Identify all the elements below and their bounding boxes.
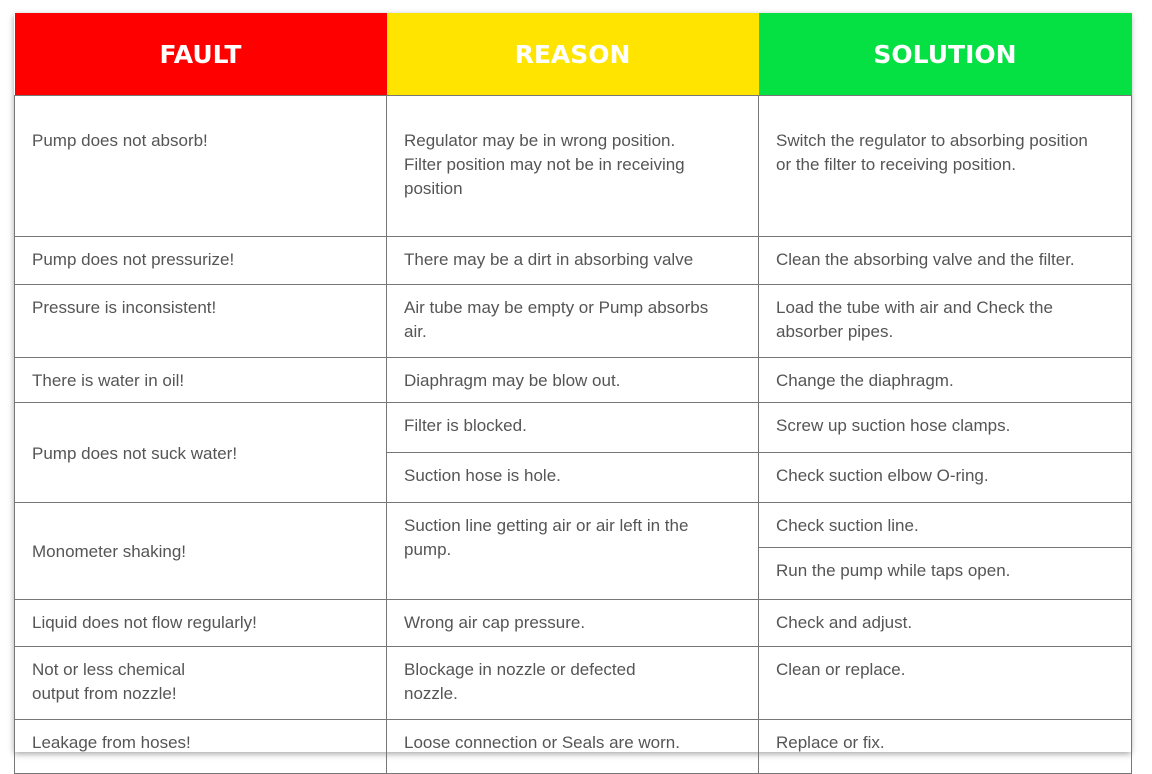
- fault-cell: Pump does not absorb!: [14, 95, 387, 237]
- solution-cell: Clean the absorbing valve and the filter…: [758, 236, 1132, 285]
- reason-cell: Wrong air cap pressure.: [386, 599, 759, 647]
- reason-cell: Blockage in nozzle or defected nozzle.: [386, 646, 759, 720]
- table-row: Pressure is inconsistent! Air tube may b…: [14, 284, 1132, 358]
- solution-cell: Check and adjust.: [758, 599, 1132, 647]
- table-row: Pump does not pressurize! There may be a…: [14, 236, 1132, 285]
- reason-cell: Regulator may be in wrong position. Filt…: [386, 95, 759, 237]
- fault-cell: Monometer shaking!: [14, 502, 387, 600]
- fault-cell: Not or less chemical output from nozzle!: [14, 646, 387, 720]
- table-row: Pump does not absorb! Regulator may be i…: [14, 95, 1132, 237]
- reason-cell: Air tube may be empty or Pump absorbs ai…: [386, 284, 759, 358]
- table-row: Not or less chemical output from nozzle!…: [14, 646, 1132, 720]
- table-row: Suction hose is hole. Check suction elbo…: [15, 452, 1132, 503]
- solution-cell: Check suction line.: [758, 502, 1132, 548]
- solution-cell: Load the tube with air and Check the abs…: [758, 284, 1132, 358]
- reason-cell: Suction line getting air or air left in …: [386, 502, 759, 600]
- reason-cell: There may be a dirt in absorbing valve: [386, 236, 759, 285]
- header-solution: SOLUTION: [758, 13, 1132, 96]
- table-row: There is water in oil! Diaphragm may be …: [14, 357, 1132, 403]
- header-row: FAULT REASON SOLUTION: [14, 13, 1132, 96]
- solution-cell: Check suction elbow O-ring.: [758, 452, 1132, 503]
- fault-cell: Pump does not suck water!: [14, 402, 387, 503]
- solution-cell: Replace or fix.: [758, 719, 1132, 774]
- table-row: Leakage from hoses! Loose connection or …: [14, 719, 1132, 774]
- troubleshooting-table-container: FAULT REASON SOLUTION Pump does not abso…: [14, 13, 1132, 774]
- table-row: Monometer shaking! Suction line getting …: [14, 502, 1132, 600]
- reason-cell: Filter is blocked.: [386, 402, 759, 453]
- fault-cell: There is water in oil!: [14, 357, 387, 403]
- reason-cell: Suction hose is hole.: [386, 452, 759, 503]
- troubleshooting-table: FAULT REASON SOLUTION Pump does not abso…: [14, 13, 1132, 774]
- fault-cell: Pressure is inconsistent!: [14, 284, 387, 358]
- fault-cell: Pump does not pressurize!: [14, 236, 387, 285]
- header-fault: FAULT: [14, 13, 387, 96]
- fault-cell: Leakage from hoses!: [14, 719, 387, 774]
- solution-cell: Clean or replace.: [758, 646, 1132, 720]
- header-reason: REASON: [386, 13, 759, 96]
- table-row: Pump does not suck water! Filter is bloc…: [14, 402, 1132, 503]
- solution-cell: Screw up suction hose clamps.: [758, 402, 1132, 453]
- fault-cell: Liquid does not flow regularly!: [14, 599, 387, 647]
- reason-cell: Diaphragm may be blow out.: [386, 357, 759, 403]
- solution-cell: Change the diaphragm.: [758, 357, 1132, 403]
- solution-cell: Switch the regulator to absorbing positi…: [758, 95, 1132, 237]
- solution-cell: Run the pump while taps open.: [758, 547, 1132, 600]
- table-row: Liquid does not flow regularly! Wrong ai…: [14, 599, 1132, 647]
- reason-cell: Loose connection or Seals are worn.: [386, 719, 759, 774]
